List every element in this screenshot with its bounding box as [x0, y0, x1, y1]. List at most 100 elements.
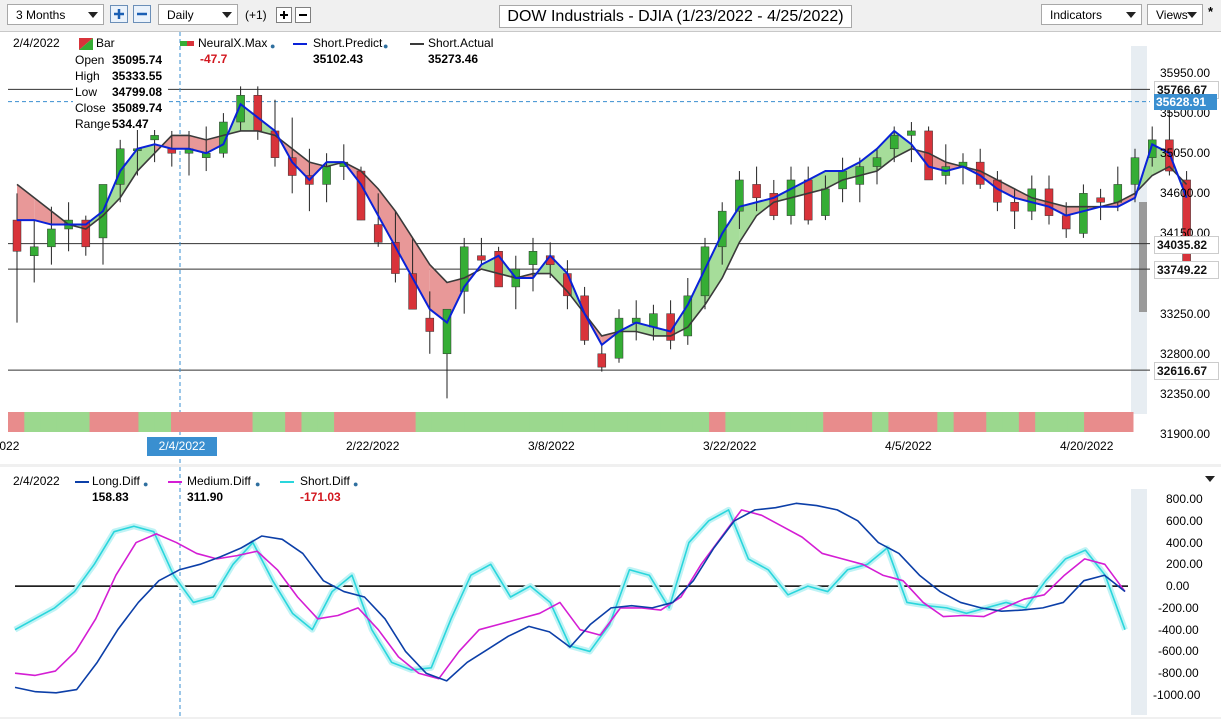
signal-bar-segment — [578, 412, 596, 432]
low-label: Low — [75, 85, 98, 99]
short-predict-line — [17, 102, 1188, 347]
signal-bar-segment — [219, 412, 237, 432]
close-value: 35089.74 — [112, 101, 163, 115]
signal-bar-segment — [497, 412, 514, 432]
long-legend-icon — [75, 481, 89, 483]
indicators-label: Indicators — [1050, 8, 1103, 22]
predict-actual-fill — [808, 171, 826, 194]
signal-bar-segment — [268, 412, 286, 432]
minus-icon — [137, 12, 147, 16]
price-level-label: 33749.22 — [1154, 261, 1219, 280]
signal-bar-segment — [790, 412, 808, 432]
lower-legend-date: 2/4/2022 — [13, 474, 60, 488]
price-level-label: 35628.91 — [1154, 93, 1217, 110]
candle-body — [907, 130, 916, 136]
signal-bar-segment — [888, 412, 906, 432]
signal-bar-segment — [8, 412, 25, 432]
signal-bar-segment — [383, 412, 400, 432]
signal-bar-segment — [105, 412, 123, 432]
predict-actual-fill — [705, 233, 723, 305]
signal-bar-segment — [122, 412, 139, 432]
zoom-in-button[interactable] — [110, 5, 128, 23]
predict-settings-icon[interactable]: ● — [383, 41, 389, 51]
predict-actual-fill — [395, 211, 413, 279]
long-legend-label: Long.Diff — [92, 474, 140, 488]
predict-actual-fill — [137, 144, 155, 172]
candle-body — [1027, 188, 1037, 212]
signal-bar-segment — [399, 412, 417, 432]
predict-actual-fill — [361, 171, 379, 216]
step-minus-button[interactable] — [295, 7, 311, 23]
low-value: 34799.08 — [112, 85, 163, 99]
medium-settings-icon[interactable]: ● — [255, 479, 261, 489]
price-panel[interactable]: 2/4/2022 Bar NeuralX.Max ● -47.7 Short.P… — [0, 32, 1221, 464]
candle-body — [408, 273, 417, 310]
signal-bar-segment — [611, 412, 629, 432]
predict-actual-fill — [412, 237, 430, 310]
plus-icon — [114, 9, 124, 19]
long-diff-line — [14, 502, 1126, 694]
candle-body — [29, 246, 39, 256]
views-dropdown[interactable]: Views — [1147, 4, 1203, 25]
neural-legend-value: -47.7 — [200, 52, 228, 66]
diff-tick-label: -1000.00 — [1153, 688, 1201, 702]
predict-actual-fill — [34, 197, 52, 225]
signal-bar-segment — [1002, 412, 1020, 432]
candle-body — [1010, 201, 1019, 212]
neural-settings-icon[interactable]: ● — [270, 41, 276, 51]
candle-body — [219, 121, 228, 154]
lower-scroll-strip — [1131, 489, 1147, 715]
step-plus-button[interactable] — [276, 7, 292, 23]
signal-bar-segment — [1100, 412, 1118, 432]
predict-actual-fill — [550, 255, 568, 292]
signal-bar-segment — [529, 412, 547, 432]
predict-actual-fill — [171, 135, 189, 149]
plus-icon — [280, 11, 288, 19]
predict-actual-fill — [894, 130, 912, 158]
price-tick-label: 31900.00 — [1160, 427, 1211, 441]
candle-body — [597, 353, 607, 368]
predict-actual-fill — [515, 273, 533, 279]
collapse-arrow-icon[interactable] — [1205, 476, 1215, 484]
zoom-out-button[interactable] — [133, 5, 151, 23]
short-legend-value: -171.03 — [300, 490, 341, 504]
signal-bar-segment — [855, 412, 873, 432]
close-label: Close — [75, 101, 106, 115]
signal-bar-segment — [758, 412, 775, 432]
diff-chart — [13, 467, 1147, 717]
long-settings-icon[interactable]: ● — [143, 479, 149, 489]
range-dropdown[interactable]: 3 Months — [7, 4, 104, 25]
signal-bar-segment — [24, 412, 42, 432]
range-value: 534.47 — [112, 117, 149, 131]
signal-bar-segment — [741, 412, 759, 432]
date-tick-label: 3/22/2022 — [703, 439, 757, 453]
predict-actual-fill — [17, 184, 35, 221]
interval-dropdown[interactable]: Daily — [158, 4, 238, 25]
signal-bar-segment — [725, 412, 743, 432]
chevron-down-icon — [222, 12, 232, 18]
medium-legend-value: 311.90 — [187, 490, 224, 504]
indicators-dropdown[interactable]: Indicators — [1041, 4, 1142, 25]
predict-actual-fill — [189, 135, 207, 154]
medium-legend-label: Medium.Diff — [187, 474, 251, 488]
date-tick-label: 4/20/2022 — [1060, 439, 1114, 453]
price-tick-label: 32350.00 — [1160, 386, 1211, 401]
signal-bar-segment — [806, 412, 824, 432]
candle-body — [1147, 139, 1157, 158]
date-tick-label: 3/8/2022 — [528, 439, 575, 453]
signal-bar-segment — [839, 412, 857, 432]
date-tick-label: 1/24/2022 — [0, 439, 20, 453]
step-label: (+1) — [245, 8, 267, 22]
diff-panel[interactable]: 2/4/2022 Long.Diff ● 158.83 Medium.Diff … — [0, 467, 1221, 717]
candle-body — [752, 184, 761, 199]
signal-bar-segment — [40, 412, 58, 432]
candle-body — [494, 251, 503, 288]
signal-bar-segment — [953, 412, 971, 432]
signal-bar-segment — [464, 412, 482, 432]
short-settings-icon[interactable]: ● — [353, 479, 359, 489]
candle-body — [872, 157, 882, 167]
signal-bar-segment — [1084, 412, 1101, 432]
medium-legend-icon — [168, 481, 182, 483]
signal-bar-segment — [448, 412, 466, 432]
price-tick-label: 35500.00 — [1160, 106, 1211, 121]
